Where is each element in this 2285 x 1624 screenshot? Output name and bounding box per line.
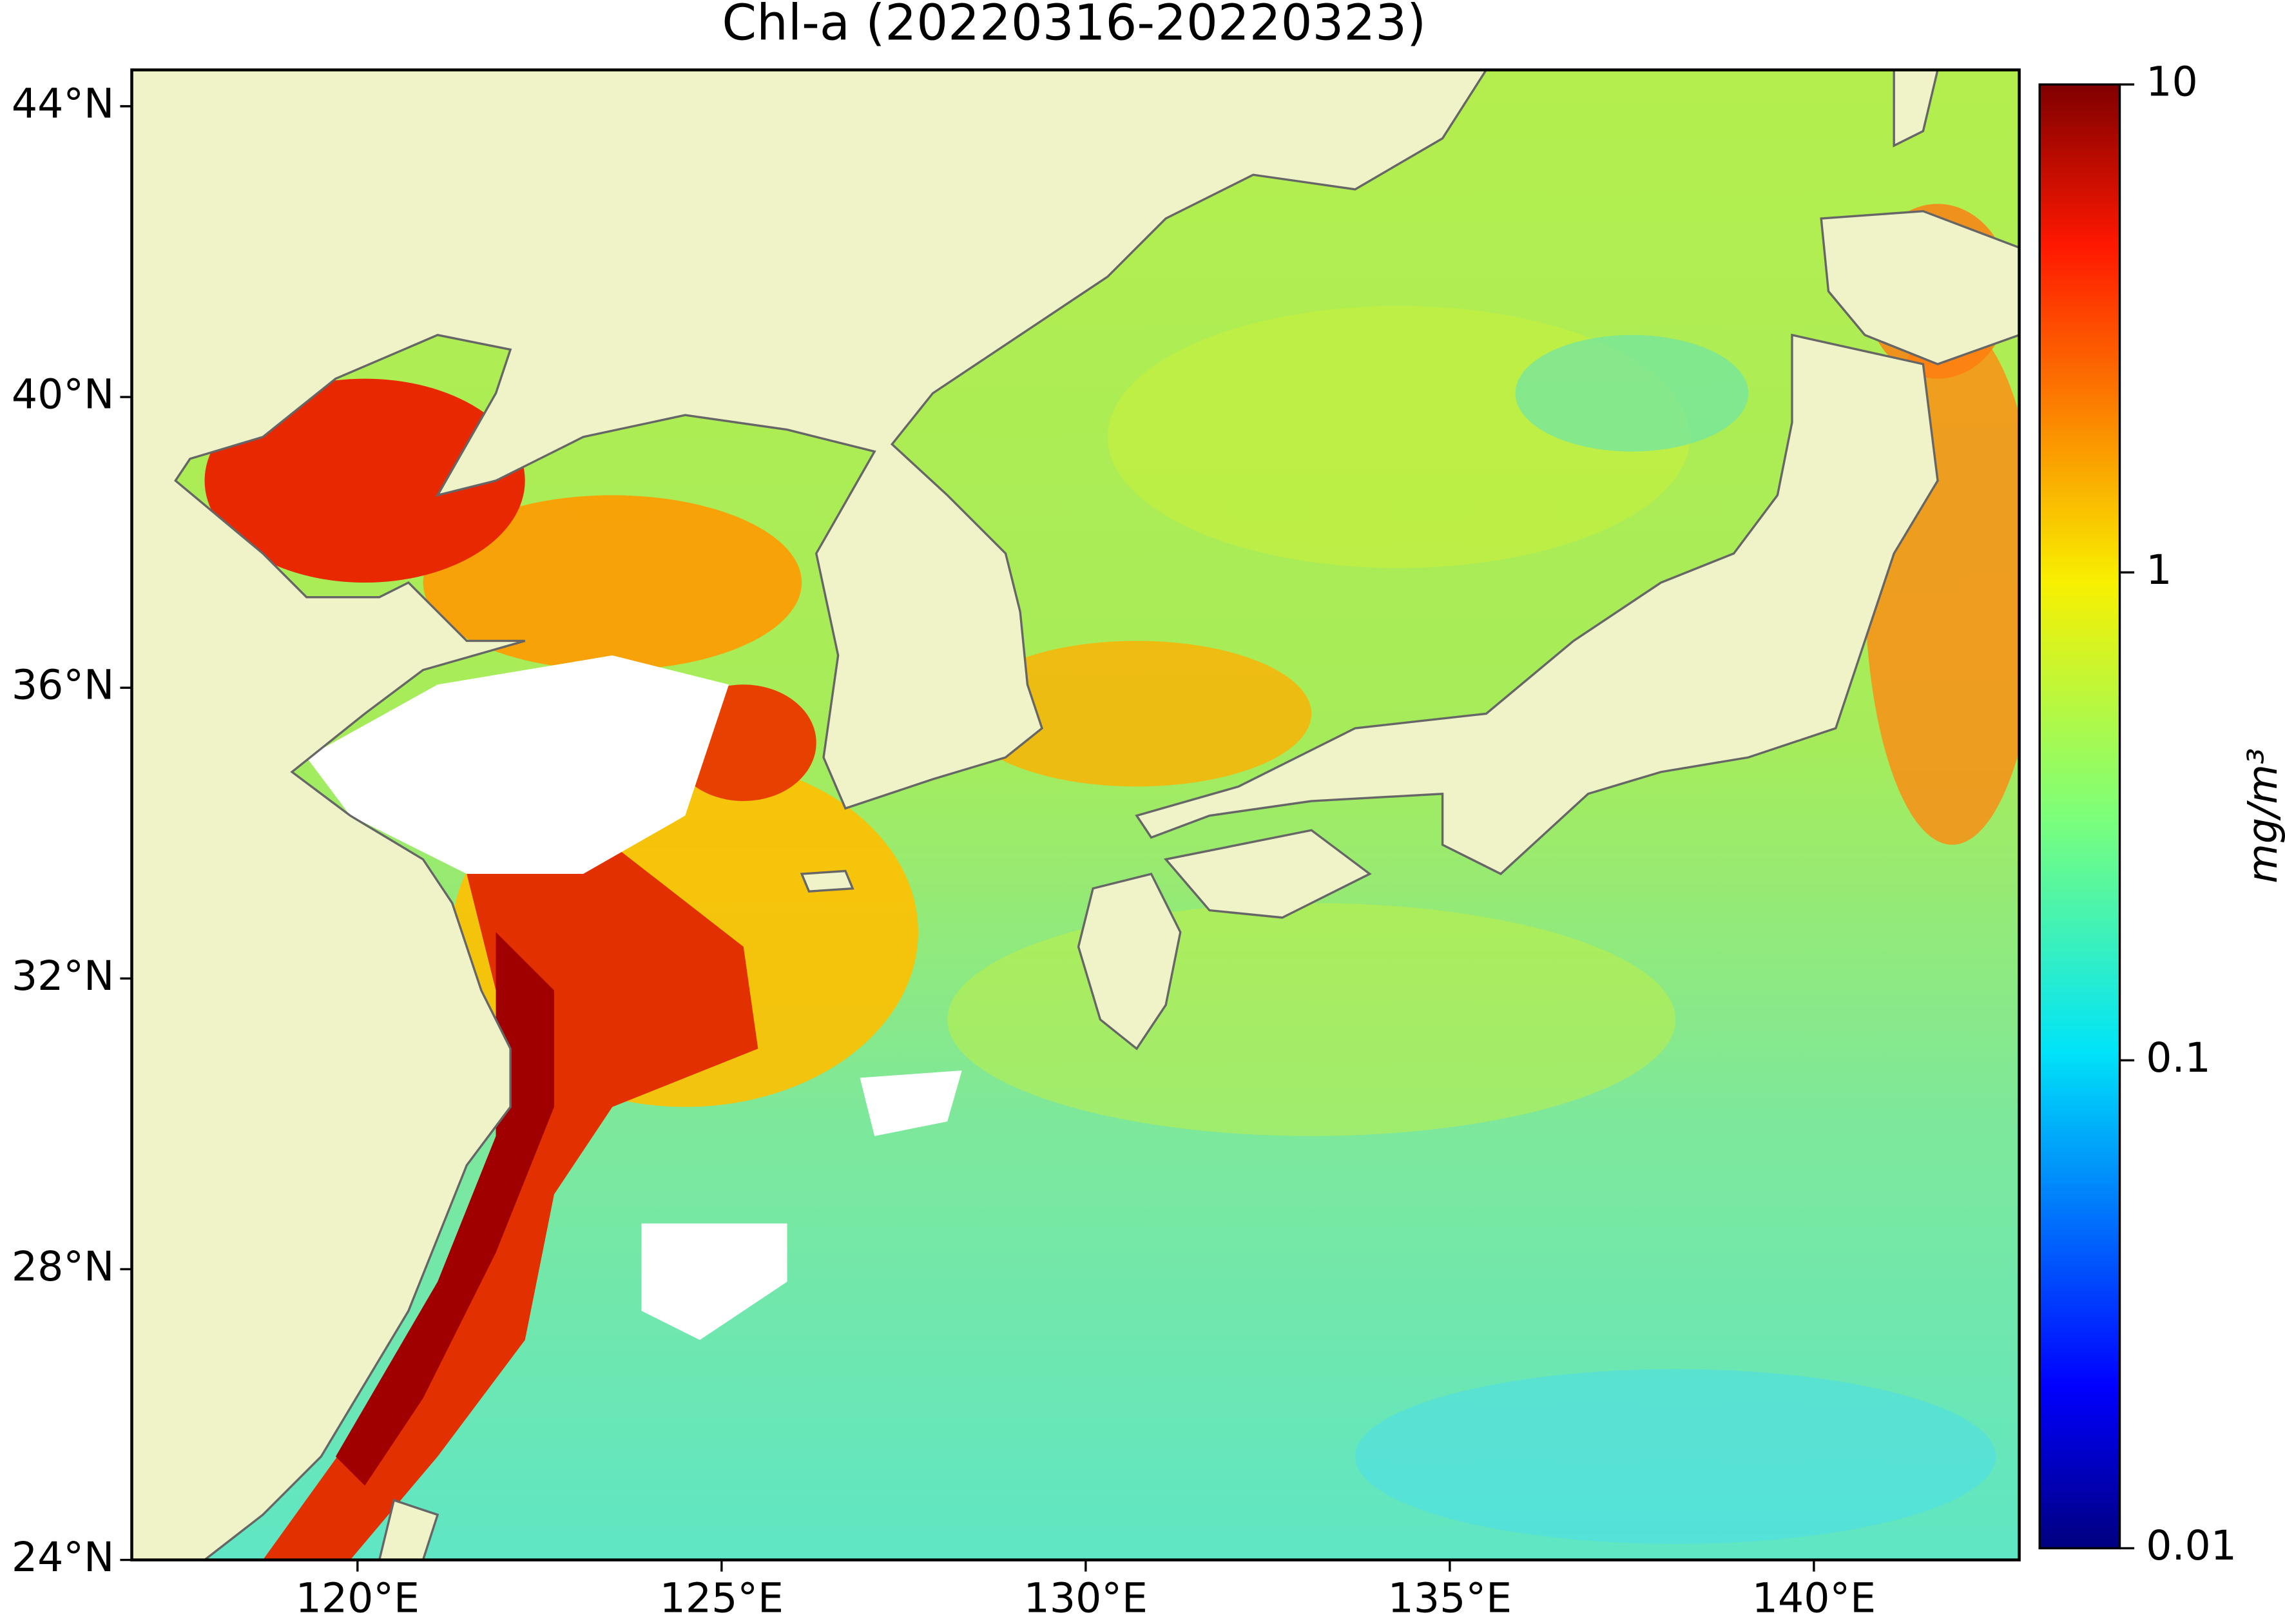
hokkaido <box>1820 209 2020 365</box>
title: Chl-a (20220316-20220323) <box>722 0 1426 52</box>
chl-patch <box>423 495 802 670</box>
x-tick-label: 125°E <box>660 1574 784 1621</box>
x-tick-label: 135°E <box>1388 1574 1512 1621</box>
y-tick-label: 36°N <box>12 661 114 709</box>
y-tick-label: 40°N <box>12 371 114 418</box>
x-tick-label: 130°E <box>1024 1574 1148 1621</box>
colorbar-tick-label: 10 <box>2146 58 2198 106</box>
y-tick-label: 28°N <box>12 1242 114 1290</box>
jeju <box>800 869 854 893</box>
sakhalin <box>1893 70 1939 148</box>
shikoku <box>1163 829 1372 919</box>
no-data <box>641 1223 787 1340</box>
y-tick-label: 24°N <box>12 1533 114 1581</box>
y-tick-label: 32°N <box>12 952 114 1000</box>
kyushu <box>1077 873 1182 1050</box>
colorbar-tick-label: 1 <box>2146 546 2172 594</box>
colorbar-tick-label: 0.1 <box>2146 1034 2211 1081</box>
chl-patch <box>1515 334 1749 452</box>
taiwan <box>378 1498 439 1560</box>
no-data <box>860 1070 962 1136</box>
land <box>131 70 2020 1560</box>
honshu <box>1135 333 1939 876</box>
colorbar-label: mg/m³ <box>2239 748 2285 884</box>
map-frame <box>130 68 2021 1561</box>
mainland <box>131 70 1488 1560</box>
map-area <box>131 70 2020 1560</box>
y-tick-label: 44°N <box>12 79 114 127</box>
chl-patch <box>947 903 1676 1136</box>
x-tick-label: 140°E <box>1752 1574 1876 1621</box>
x-tick-label: 120°E <box>296 1574 419 1621</box>
chl-patch <box>1355 1369 1996 1544</box>
no-data <box>306 655 729 875</box>
chl-patch <box>961 641 1312 787</box>
chl-patch <box>204 378 525 583</box>
colorbar-tick-label: 0.01 <box>2146 1522 2237 1569</box>
colorbar <box>2038 83 2121 1550</box>
